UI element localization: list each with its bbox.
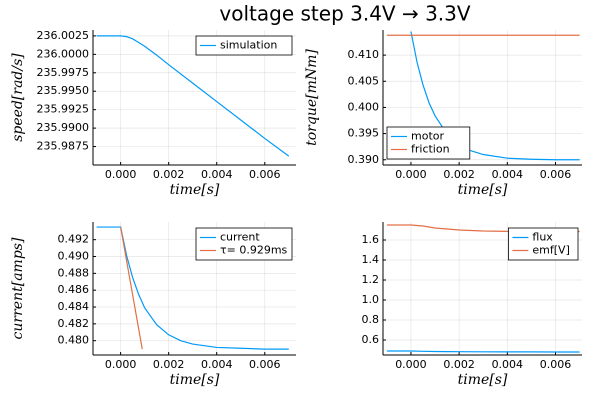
x-tick-label: 0.002 — [443, 168, 475, 181]
y-tick-label: 0.405 — [348, 74, 380, 87]
y-tick-label: 236.0025 — [37, 29, 90, 42]
x-tick-label: 0.006 — [249, 358, 281, 371]
y-axis-label: speed[rad/s] — [10, 53, 26, 142]
y-axis-label: torque[mNm] — [304, 49, 320, 146]
x-tick-label: 0.002 — [153, 168, 185, 181]
x-axis-label: time[s] — [458, 372, 508, 388]
legend-box — [507, 227, 579, 261]
series-line — [96, 226, 289, 350]
y-tick-label: 0.492 — [58, 233, 90, 246]
x-tick-label: 0.002 — [443, 358, 475, 371]
x-axis-label: time[s] — [458, 182, 508, 198]
y-tick-label: 235.9925 — [37, 103, 90, 116]
y-tick-label: 236.0000 — [37, 47, 90, 60]
x-tick-label: 0.000 — [105, 358, 137, 371]
y-tick-label: 235.9875 — [37, 140, 90, 153]
y-tick-label: 235.9900 — [37, 121, 90, 134]
y-tick-label: 1.0 — [362, 293, 380, 306]
x-axis-label: time[s] — [170, 372, 220, 388]
y-tick-label: 0.484 — [58, 300, 90, 313]
x-tick-label: 0.006 — [540, 168, 572, 181]
y-tick-label: 0.410 — [348, 48, 380, 61]
y-tick-label: 1.2 — [362, 273, 380, 286]
y-axis-label: current[amps] — [10, 237, 26, 339]
legend-box — [386, 126, 471, 160]
y-tick-label: 0.490 — [58, 250, 90, 263]
y-tick-label: 0.488 — [58, 266, 90, 279]
x-tick-label: 0.000 — [395, 168, 427, 181]
legend-box — [195, 35, 293, 56]
legend-label: friction — [411, 143, 450, 156]
figure-title: voltage step 3.4V → 3.3V — [219, 2, 470, 26]
legend-label: emf[V] — [532, 244, 569, 257]
x-tick-label: 0.004 — [201, 358, 233, 371]
series-line — [96, 35, 290, 157]
x-tick-label: 0.004 — [492, 358, 524, 371]
x-axis-label: time[s] — [170, 182, 220, 198]
y-tick-label: 0.480 — [58, 334, 90, 347]
legend-label: motor — [411, 130, 444, 143]
y-tick-label: 1.6 — [362, 233, 380, 246]
x-tick-label: 0.004 — [201, 168, 233, 181]
y-tick-label: 0.400 — [348, 100, 380, 113]
y-tick-label: 0.6 — [362, 333, 380, 346]
y-tick-label: 0.486 — [58, 283, 90, 296]
y-tick-label: 0.395 — [348, 127, 380, 140]
legend-label: flux — [532, 231, 553, 244]
series-line — [120, 226, 143, 350]
x-tick-label: 0.000 — [395, 358, 427, 371]
x-tick-label: 0.002 — [153, 358, 185, 371]
x-tick-label: 0.004 — [492, 168, 524, 181]
legend-label: τ= 0.929ms — [220, 244, 288, 257]
series-line — [386, 350, 580, 353]
y-tick-label: 0.390 — [348, 153, 380, 166]
y-tick-label: 235.9950 — [37, 84, 90, 97]
legend-box — [195, 227, 293, 261]
legend-label: current — [220, 231, 260, 244]
y-tick-label: 1.4 — [362, 253, 380, 266]
y-tick-label: 235.9975 — [37, 66, 90, 79]
x-tick-label: 0.006 — [540, 358, 572, 371]
y-tick-label: 0.8 — [362, 313, 380, 326]
legend-label: simulation — [220, 39, 277, 52]
x-tick-label: 0.000 — [105, 168, 137, 181]
y-tick-label: 0.482 — [58, 317, 90, 330]
x-tick-label: 0.006 — [249, 168, 281, 181]
